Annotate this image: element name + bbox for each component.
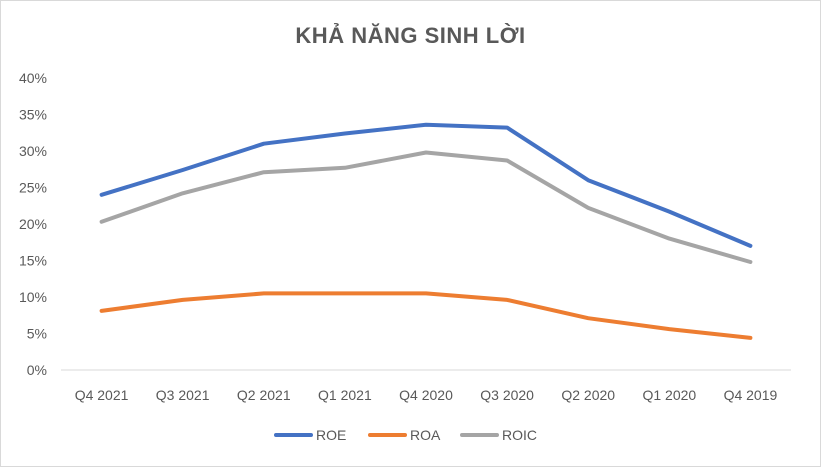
y-axis: 0% 5% 10% 15% 20% 25% 30% 35% 40% [19, 70, 47, 378]
x-tick-label: Q2 2020 [561, 387, 615, 403]
y-tick-label: 30% [19, 143, 47, 159]
x-tick-label: Q4 2019 [724, 387, 778, 403]
y-tick-label: 40% [19, 70, 47, 86]
x-tick-label: Q2 2021 [237, 387, 291, 403]
y-tick-label: 0% [27, 362, 47, 378]
legend-label-roic: ROIC [502, 427, 537, 443]
x-tick-label: Q1 2020 [642, 387, 696, 403]
chart-title: KHẢ NĂNG SINH LỜI [295, 23, 526, 48]
series-line-roa [99, 291, 753, 340]
series-lines [99, 122, 753, 340]
y-tick-label: 5% [27, 326, 47, 342]
y-tick-label: 35% [19, 107, 47, 123]
y-tick-label: 20% [19, 216, 47, 232]
y-tick-label: 10% [19, 289, 47, 305]
y-tick-label: 15% [19, 253, 47, 269]
x-axis: Q4 2021 Q3 2021 Q2 2021 Q1 2021 Q4 2020 Q3 20… [61, 369, 791, 403]
x-tick-label: Q3 2021 [156, 387, 210, 403]
series-line-roic [99, 150, 753, 264]
legend-label-roe: ROE [316, 427, 346, 443]
x-tick-label: Q3 2020 [480, 387, 534, 403]
x-tick-label: Q4 2021 [75, 387, 129, 403]
legend: ROE ROA ROIC [274, 427, 537, 443]
legend-label-roa: ROA [410, 427, 441, 443]
y-tick-label: 25% [19, 180, 47, 196]
x-tick-label: Q4 2020 [399, 387, 453, 403]
x-tick-label: Q1 2021 [318, 387, 372, 403]
series-line-roe [99, 122, 753, 248]
